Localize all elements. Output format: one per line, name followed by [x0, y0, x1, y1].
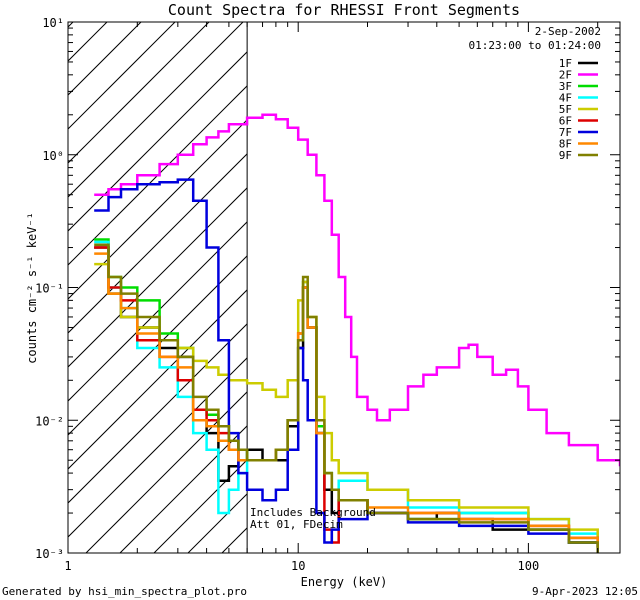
- legend-label-8f: 8F: [559, 138, 572, 151]
- y-axis-label: counts cm⁻² s⁻¹ keV⁻¹: [25, 212, 39, 364]
- legend-label-6f: 6F: [559, 115, 572, 128]
- hatch-line: [119, 425, 248, 553]
- hatch-line: [68, 323, 248, 504]
- time-range: 01:23:00 to 01:24:00: [469, 39, 601, 52]
- hatch-line: [68, 51, 248, 232]
- legend-label-3f: 3F: [559, 80, 572, 93]
- footer-timestamp: 9-Apr-2023 12:05: [532, 585, 638, 598]
- hatch-line: [68, 289, 248, 470]
- hatch-line: [68, 187, 248, 368]
- y-tick-label: 10⁻¹: [35, 282, 64, 296]
- hatch-line: [68, 22, 176, 130]
- y-tick-label: 10⁰: [42, 149, 64, 163]
- hatch-line: [68, 119, 248, 300]
- hatch-line: [187, 493, 248, 553]
- hatch-line: [68, 22, 244, 198]
- hatch-line: [68, 357, 248, 538]
- observation-date: 2-Sep-2002: [535, 25, 601, 38]
- hatch-line: [68, 255, 248, 436]
- chart-title: Count Spectra for RHESSI Front Segments: [168, 1, 520, 19]
- footer-generated-by: Generated by hsi_min_spectra_plot.pro: [2, 585, 247, 598]
- hatch-line: [221, 527, 248, 553]
- x-axis-label: Energy (keV): [301, 575, 388, 589]
- y-tick-label: 10⁻³: [35, 547, 64, 561]
- axis-ticks: 1 10 100 10¹ 10⁰ 10⁻¹ 10⁻² 10⁻³: [35, 16, 620, 573]
- y-tick-label: 10¹: [42, 16, 64, 30]
- legend-label-4f: 4F: [559, 92, 572, 105]
- hatch-line: [68, 85, 248, 266]
- hatch-line: [68, 153, 248, 334]
- hatch-line: [85, 391, 248, 553]
- hatch-line: [68, 22, 74, 28]
- legend-label-1f: 1F: [559, 57, 572, 70]
- hatch-line: [68, 22, 142, 96]
- legend-label-7f: 7F: [559, 126, 572, 139]
- x-tick-label: 10: [291, 559, 305, 573]
- annotation-line-2: Att 01, FDecim: [250, 518, 343, 531]
- legend-label-5f: 5F: [559, 103, 572, 116]
- legend-label-9f: 9F: [559, 149, 572, 162]
- hatch-line: [68, 22, 210, 164]
- series-line-9f: [94, 243, 599, 553]
- x-tick-label: 1: [64, 559, 71, 573]
- legend-label-2f: 2F: [559, 69, 572, 82]
- annotation-line-1: Includes Background: [250, 506, 376, 519]
- y-tick-label: 10⁻²: [35, 414, 64, 428]
- hatch-line: [256, 0, 640, 553]
- x-tick-label: 100: [518, 559, 540, 573]
- series-line-2f: [94, 113, 620, 467]
- series-layer: [94, 113, 620, 553]
- hatch-line: [68, 221, 248, 402]
- excluded-region-hatch: [68, 0, 640, 553]
